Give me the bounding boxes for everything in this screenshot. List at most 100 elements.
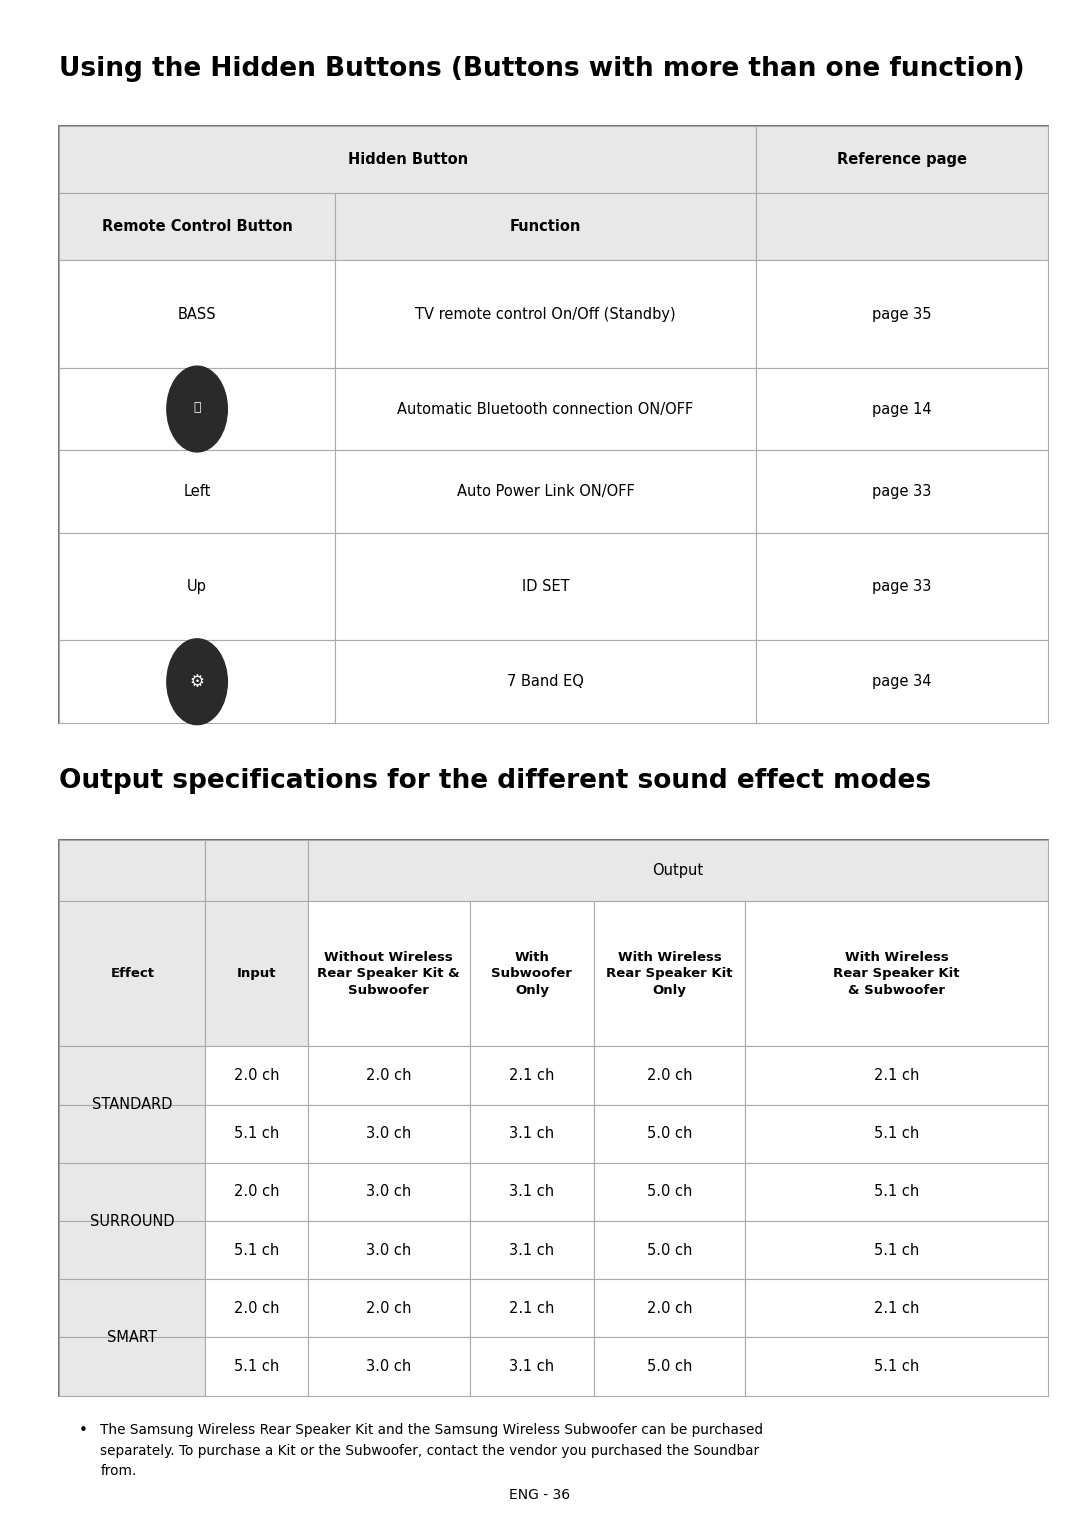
Bar <box>745 1046 1048 1105</box>
Bar <box>745 1279 1048 1337</box>
Text: 2.1 ch: 2.1 ch <box>509 1068 555 1083</box>
Text: SMART: SMART <box>107 1330 158 1345</box>
Text: ⏯: ⏯ <box>193 401 201 414</box>
Bar <box>308 840 1048 901</box>
Bar <box>594 901 745 1046</box>
Bar <box>594 1337 745 1396</box>
Bar <box>59 126 1048 723</box>
Text: Hidden Button: Hidden Button <box>348 152 468 167</box>
Bar <box>308 1221 470 1279</box>
Bar <box>745 1163 1048 1221</box>
Bar <box>756 533 1048 640</box>
Bar <box>470 1221 594 1279</box>
Text: 2.0 ch: 2.0 ch <box>647 1068 692 1083</box>
Bar <box>470 1279 594 1337</box>
Bar <box>594 1163 745 1221</box>
Bar <box>308 1105 470 1163</box>
Bar <box>59 840 205 901</box>
Text: 3.1 ch: 3.1 ch <box>510 1359 554 1374</box>
Bar <box>470 1337 594 1396</box>
Text: 5.1 ch: 5.1 ch <box>874 1126 919 1141</box>
Text: Output specifications for the different sound effect modes: Output specifications for the different … <box>59 769 932 794</box>
Text: Output: Output <box>652 863 703 878</box>
Text: 3.1 ch: 3.1 ch <box>510 1184 554 1200</box>
Text: 5.1 ch: 5.1 ch <box>874 1359 919 1374</box>
Text: 2.0 ch: 2.0 ch <box>233 1184 280 1200</box>
Text: Automatic Bluetooth connection ON/OFF: Automatic Bluetooth connection ON/OFF <box>397 401 693 417</box>
Text: ID SET: ID SET <box>522 579 569 594</box>
Bar <box>59 1279 205 1337</box>
Text: BASS: BASS <box>178 306 216 322</box>
Bar <box>470 901 594 1046</box>
Bar <box>756 126 1048 193</box>
Text: 2.0 ch: 2.0 ch <box>366 1068 411 1083</box>
Text: ENG - 36: ENG - 36 <box>510 1488 570 1503</box>
Text: page 35: page 35 <box>872 306 932 322</box>
Bar <box>756 260 1048 368</box>
Bar <box>59 640 335 723</box>
Text: Auto Power Link ON/OFF: Auto Power Link ON/OFF <box>457 484 634 499</box>
Bar <box>59 450 335 533</box>
Text: STANDARD: STANDARD <box>92 1097 173 1112</box>
Bar <box>59 1163 205 1221</box>
Bar <box>205 1337 308 1396</box>
Text: Without Wireless
Rear Speaker Kit &
Subwoofer: Without Wireless Rear Speaker Kit & Subw… <box>318 950 460 997</box>
Text: The Samsung Wireless Rear Speaker Kit and the Samsung Wireless Subwoofer can be : The Samsung Wireless Rear Speaker Kit an… <box>100 1423 764 1478</box>
Text: 3.0 ch: 3.0 ch <box>366 1242 411 1258</box>
Bar <box>335 533 756 640</box>
Circle shape <box>166 366 228 452</box>
Text: Up: Up <box>187 579 207 594</box>
Text: TV remote control On/Off (Standby): TV remote control On/Off (Standby) <box>415 306 676 322</box>
Bar <box>594 1221 745 1279</box>
Text: With Wireless
Rear Speaker Kit
& Subwoofer: With Wireless Rear Speaker Kit & Subwoof… <box>833 950 960 997</box>
Bar <box>308 1046 470 1105</box>
Text: Effect: Effect <box>110 967 154 980</box>
Bar <box>205 1221 308 1279</box>
Text: ⚙: ⚙ <box>190 673 204 691</box>
Bar <box>59 533 335 640</box>
Bar <box>335 450 756 533</box>
Text: •: • <box>79 1423 87 1439</box>
Text: Reference page: Reference page <box>837 152 967 167</box>
Text: 3.0 ch: 3.0 ch <box>366 1359 411 1374</box>
Text: 5.0 ch: 5.0 ch <box>647 1184 692 1200</box>
Circle shape <box>166 639 228 725</box>
Text: Using the Hidden Buttons (Buttons with more than one function): Using the Hidden Buttons (Buttons with m… <box>59 57 1025 81</box>
Bar <box>745 1221 1048 1279</box>
Text: 3.0 ch: 3.0 ch <box>366 1184 411 1200</box>
Bar <box>59 126 756 193</box>
Bar <box>205 1163 308 1221</box>
Text: page 33: page 33 <box>873 484 931 499</box>
Bar <box>205 1279 308 1337</box>
Bar <box>335 193 756 260</box>
Bar <box>308 1163 470 1221</box>
Bar <box>470 1046 594 1105</box>
Text: SURROUND: SURROUND <box>90 1213 175 1229</box>
Text: Remote Control Button: Remote Control Button <box>102 219 293 234</box>
Bar <box>205 1105 308 1163</box>
Bar <box>59 368 335 450</box>
Text: With Wireless
Rear Speaker Kit
Only: With Wireless Rear Speaker Kit Only <box>606 950 733 997</box>
Bar <box>205 840 308 901</box>
Text: 5.0 ch: 5.0 ch <box>647 1359 692 1374</box>
Bar <box>756 368 1048 450</box>
Text: 2.1 ch: 2.1 ch <box>874 1301 919 1316</box>
Text: 3.1 ch: 3.1 ch <box>510 1242 554 1258</box>
Bar <box>470 1163 594 1221</box>
Bar <box>594 1279 745 1337</box>
Bar <box>756 450 1048 533</box>
Bar <box>59 840 1048 1396</box>
Text: 3.0 ch: 3.0 ch <box>366 1126 411 1141</box>
Bar <box>745 901 1048 1046</box>
Text: 5.1 ch: 5.1 ch <box>874 1242 919 1258</box>
Text: With
Subwoofer
Only: With Subwoofer Only <box>491 950 572 997</box>
Bar <box>335 368 756 450</box>
Text: page 33: page 33 <box>873 579 931 594</box>
Text: 2.0 ch: 2.0 ch <box>366 1301 411 1316</box>
Bar <box>59 1046 205 1105</box>
Bar <box>59 1105 205 1163</box>
Bar <box>205 901 308 1046</box>
Text: page 14: page 14 <box>872 401 932 417</box>
Text: Left: Left <box>184 484 211 499</box>
Bar <box>594 1105 745 1163</box>
